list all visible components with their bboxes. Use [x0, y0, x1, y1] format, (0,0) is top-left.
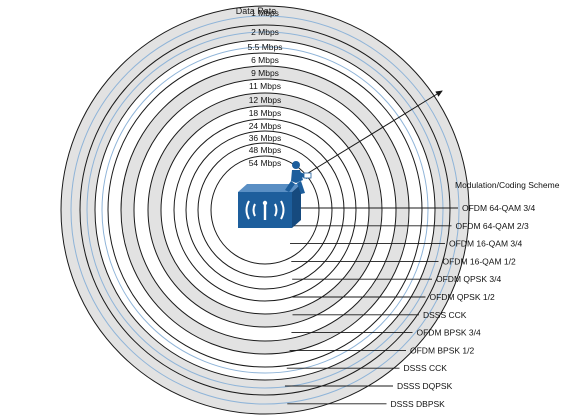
range-arrow — [299, 90, 443, 179]
scheme-label: OFDM QPSK 3/4 — [436, 274, 501, 284]
rate-label: 2 Mbps — [251, 27, 279, 37]
scheme-label: OFDM BPSK 1/2 — [410, 345, 475, 355]
coverage-ring-12 — [210, 155, 320, 265]
rate-labels: 1 Mbps 2 Mbps 5.5 Mbps 6 Mbps 9 Mbps 11 Mbps 1… — [248, 8, 283, 168]
scheme-heading: Modulation/Coding Scheme — [455, 180, 560, 190]
scheme-label: DSSS CCK — [404, 363, 448, 373]
coverage-ring-5 — [120, 65, 410, 355]
scheme-label: OFDM QPSK 1/2 — [430, 292, 495, 302]
scheme-leader-lines — [283, 207, 458, 405]
scheme-label: OFDM 16-QAM 1/2 — [443, 256, 516, 266]
rate-label: 11 Mbps — [249, 81, 281, 91]
mobile-client-icon — [285, 161, 312, 194]
diagram-title: Data Rate — [236, 6, 277, 16]
coverage-ring-7 — [147, 92, 383, 328]
scheme-label: OFDM 64-QAM 3/4 — [462, 203, 535, 213]
scheme-label: DSSS DBPSK — [391, 399, 446, 409]
band-midline-1 — [70, 15, 460, 405]
rate-label: 36 Mbps — [249, 133, 282, 143]
coverage-ring-3 — [94, 39, 436, 381]
coverage-ring-8 — [160, 105, 370, 315]
rate-label: 9 Mbps — [251, 68, 279, 78]
coverage-ring-1 — [60, 5, 470, 415]
coverage-ring-6 — [133, 78, 397, 342]
rate-label: 6 Mbps — [251, 55, 279, 65]
scheme-label: DSSS DQPSK — [397, 381, 453, 391]
rate-label: 54 Mbps — [249, 158, 282, 168]
scheme-label: OFDM 64-QAM 2/3 — [456, 221, 529, 231]
band-midline-2 — [86, 31, 444, 389]
coverage-ring-4 — [107, 52, 423, 368]
rate-label: 5.5 Mbps — [248, 42, 283, 52]
scheme-label: DSSS CCK — [423, 310, 467, 320]
rate-label: 1 Mbps — [251, 8, 279, 18]
rate-label: 24 Mbps — [249, 121, 282, 131]
coverage-ring-10 — [185, 130, 345, 290]
wireless-access-point-icon — [238, 184, 301, 228]
coverage-ring-2 — [79, 24, 451, 396]
band-midline-3 — [101, 46, 429, 374]
coverage-ring-11 — [197, 142, 333, 278]
scheme-label: OFDM BPSK 3/4 — [417, 328, 482, 338]
scheme-label: OFDM 16-QAM 3/4 — [449, 239, 522, 249]
scheme-labels: OFDM 64-QAM 3/4 OFDM 64-QAM 2/3 OFDM 16-QA… — [391, 203, 536, 409]
rate-label: 12 Mbps — [249, 95, 282, 105]
coverage-ring-9 — [173, 118, 357, 302]
rate-label: 18 Mbps — [249, 108, 282, 118]
rate-label: 48 Mbps — [249, 145, 282, 155]
coverage-rings — [60, 5, 470, 415]
